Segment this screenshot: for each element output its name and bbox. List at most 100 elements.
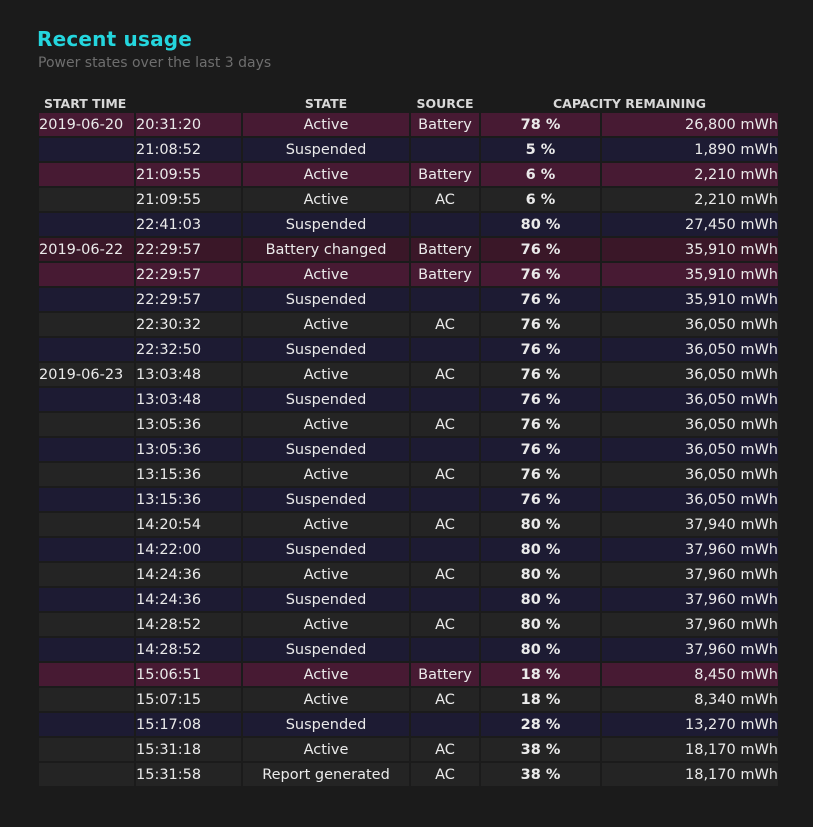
cell-percent: 80 % bbox=[481, 513, 600, 536]
cell-percent: 6 % bbox=[481, 188, 600, 211]
cell-source bbox=[411, 288, 479, 311]
cell-time: 21:09:55 bbox=[136, 163, 241, 186]
cell-percent: 76 % bbox=[481, 413, 600, 436]
table-row: 21:08:52 Suspended 5 % 1,890 mWh bbox=[39, 138, 778, 161]
cell-date bbox=[39, 688, 134, 711]
cell-capacity-mwh: 2,210 mWh bbox=[602, 163, 778, 186]
cell-time: 15:07:15 bbox=[136, 688, 241, 711]
cell-time: 13:05:36 bbox=[136, 413, 241, 436]
cell-state: Active bbox=[243, 313, 409, 336]
cell-time: 20:31:20 bbox=[136, 113, 241, 136]
cell-capacity-mwh: 36,050 mWh bbox=[602, 388, 778, 411]
cell-percent: 18 % bbox=[481, 688, 600, 711]
cell-time: 22:32:50 bbox=[136, 338, 241, 361]
cell-time: 21:08:52 bbox=[136, 138, 241, 161]
table-row: 14:24:36 Active AC 80 % 37,960 mWh bbox=[39, 563, 778, 586]
cell-state: Suspended bbox=[243, 213, 409, 236]
cell-source: AC bbox=[411, 188, 479, 211]
cell-percent: 80 % bbox=[481, 563, 600, 586]
table-row: 14:24:36 Suspended 80 % 37,960 mWh bbox=[39, 588, 778, 611]
cell-date bbox=[39, 188, 134, 211]
cell-percent: 38 % bbox=[481, 738, 600, 761]
cell-capacity-mwh: 18,170 mWh bbox=[602, 738, 778, 761]
cell-state: Active bbox=[243, 563, 409, 586]
table-row: 2019-06-23 13:03:48 Active AC 76 % 36,050 mWh bbox=[39, 363, 778, 386]
cell-state: Active bbox=[243, 688, 409, 711]
cell-percent: 76 % bbox=[481, 263, 600, 286]
table-row: 2019-06-22 22:29:57 Battery changed Battery… bbox=[39, 238, 778, 261]
cell-time: 14:24:36 bbox=[136, 588, 241, 611]
cell-state: Suspended bbox=[243, 588, 409, 611]
cell-source: AC bbox=[411, 513, 479, 536]
cell-date bbox=[39, 488, 134, 511]
cell-date: 2019-06-23 bbox=[39, 363, 134, 386]
cell-capacity-mwh: 26,800 mWh bbox=[602, 113, 778, 136]
cell-capacity-mwh: 2,210 mWh bbox=[602, 188, 778, 211]
cell-state: Suspended bbox=[243, 438, 409, 461]
cell-percent: 76 % bbox=[481, 363, 600, 386]
cell-time: 14:24:36 bbox=[136, 563, 241, 586]
cell-date bbox=[39, 738, 134, 761]
cell-time: 15:31:58 bbox=[136, 763, 241, 786]
cell-capacity-mwh: 36,050 mWh bbox=[602, 413, 778, 436]
cell-capacity-mwh: 18,170 mWh bbox=[602, 763, 778, 786]
cell-percent: 38 % bbox=[481, 763, 600, 786]
cell-date bbox=[39, 413, 134, 436]
cell-percent: 76 % bbox=[481, 288, 600, 311]
cell-capacity-mwh: 37,960 mWh bbox=[602, 563, 778, 586]
cell-capacity-mwh: 36,050 mWh bbox=[602, 488, 778, 511]
cell-date bbox=[39, 638, 134, 661]
cell-source: AC bbox=[411, 738, 479, 761]
table-row: 22:41:03 Suspended 80 % 27,450 mWh bbox=[39, 213, 778, 236]
cell-percent: 76 % bbox=[481, 238, 600, 261]
cell-time: 22:29:57 bbox=[136, 238, 241, 261]
column-header-capacity: CAPACITY REMAINING bbox=[552, 96, 707, 111]
cell-percent: 80 % bbox=[481, 613, 600, 636]
cell-time: 13:03:48 bbox=[136, 388, 241, 411]
cell-time: 13:15:36 bbox=[136, 488, 241, 511]
table-row: 21:09:55 Active Battery 6 % 2,210 mWh bbox=[39, 163, 778, 186]
cell-capacity-mwh: 8,450 mWh bbox=[602, 663, 778, 686]
cell-source: Battery bbox=[411, 663, 479, 686]
usage-table: START TIME STATE SOURCE CAPACITY REMAINI… bbox=[37, 88, 780, 788]
cell-source: AC bbox=[411, 313, 479, 336]
cell-source: AC bbox=[411, 613, 479, 636]
cell-source: AC bbox=[411, 413, 479, 436]
cell-percent: 80 % bbox=[481, 213, 600, 236]
cell-date bbox=[39, 663, 134, 686]
cell-state: Active bbox=[243, 463, 409, 486]
cell-percent: 18 % bbox=[481, 663, 600, 686]
cell-time: 14:22:00 bbox=[136, 538, 241, 561]
cell-time: 14:20:54 bbox=[136, 513, 241, 536]
cell-state: Suspended bbox=[243, 288, 409, 311]
cell-date bbox=[39, 288, 134, 311]
table-row: 13:05:36 Suspended 76 % 36,050 mWh bbox=[39, 438, 778, 461]
cell-date bbox=[39, 388, 134, 411]
cell-percent: 80 % bbox=[481, 638, 600, 661]
cell-state: Active bbox=[243, 263, 409, 286]
page-subtitle: Power states over the last 3 days bbox=[38, 55, 272, 71]
cell-date bbox=[39, 438, 134, 461]
table-row: 13:03:48 Suspended 76 % 36,050 mWh bbox=[39, 388, 778, 411]
table-row: 15:31:58 Report generated AC 38 % 18,170 mWh bbox=[39, 763, 778, 786]
cell-state: Suspended bbox=[243, 538, 409, 561]
table-row: 14:28:52 Active AC 80 % 37,960 mWh bbox=[39, 613, 778, 636]
cell-state: Suspended bbox=[243, 388, 409, 411]
table-row: 22:29:57 Suspended 76 % 35,910 mWh bbox=[39, 288, 778, 311]
cell-date bbox=[39, 563, 134, 586]
cell-capacity-mwh: 36,050 mWh bbox=[602, 338, 778, 361]
cell-state: Suspended bbox=[243, 138, 409, 161]
cell-state: Suspended bbox=[243, 638, 409, 661]
cell-date: 2019-06-20 bbox=[39, 113, 134, 136]
cell-capacity-mwh: 37,960 mWh bbox=[602, 638, 778, 661]
cell-time: 13:03:48 bbox=[136, 363, 241, 386]
cell-capacity-mwh: 36,050 mWh bbox=[602, 463, 778, 486]
cell-state: Suspended bbox=[243, 488, 409, 511]
cell-percent: 6 % bbox=[481, 163, 600, 186]
cell-source bbox=[411, 338, 479, 361]
cell-state: Active bbox=[243, 613, 409, 636]
cell-percent: 76 % bbox=[481, 313, 600, 336]
cell-state: Active bbox=[243, 738, 409, 761]
cell-percent: 76 % bbox=[481, 388, 600, 411]
cell-time: 14:28:52 bbox=[136, 638, 241, 661]
